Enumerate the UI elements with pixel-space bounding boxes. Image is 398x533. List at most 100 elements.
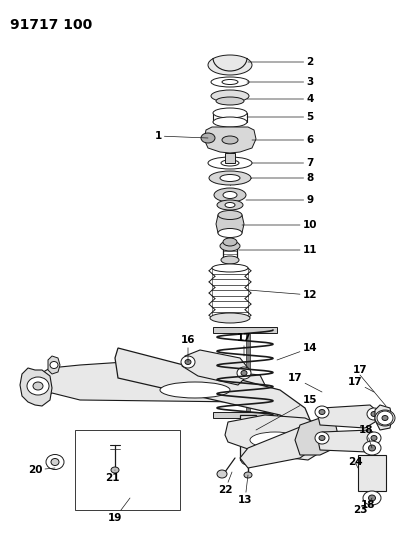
Ellipse shape xyxy=(208,157,252,169)
Text: 19: 19 xyxy=(108,498,130,523)
Ellipse shape xyxy=(241,455,255,465)
Text: 24: 24 xyxy=(348,457,362,468)
Ellipse shape xyxy=(214,188,246,202)
Text: 18: 18 xyxy=(359,425,373,448)
Ellipse shape xyxy=(213,108,247,118)
Polygon shape xyxy=(225,415,332,460)
Ellipse shape xyxy=(210,313,250,323)
Ellipse shape xyxy=(367,408,381,420)
Text: 22: 22 xyxy=(218,472,232,495)
Ellipse shape xyxy=(371,435,377,440)
Polygon shape xyxy=(375,405,392,430)
Ellipse shape xyxy=(319,435,325,440)
Bar xyxy=(75,430,180,510)
Ellipse shape xyxy=(218,229,242,238)
Bar xyxy=(240,415,256,460)
Ellipse shape xyxy=(209,171,251,185)
Text: 1: 1 xyxy=(154,131,208,141)
Ellipse shape xyxy=(363,441,381,455)
Bar xyxy=(358,455,386,491)
Text: 12: 12 xyxy=(248,290,317,300)
Ellipse shape xyxy=(208,55,252,75)
Ellipse shape xyxy=(225,203,235,207)
Ellipse shape xyxy=(211,90,249,102)
Text: 23: 23 xyxy=(353,500,372,515)
Text: 15: 15 xyxy=(256,395,317,430)
Ellipse shape xyxy=(212,264,248,272)
Ellipse shape xyxy=(375,410,395,426)
Ellipse shape xyxy=(221,256,239,264)
Text: 20: 20 xyxy=(28,465,55,475)
Text: 21: 21 xyxy=(105,470,119,483)
Ellipse shape xyxy=(111,467,119,473)
Ellipse shape xyxy=(369,495,375,501)
Ellipse shape xyxy=(315,406,329,418)
Ellipse shape xyxy=(181,356,195,368)
Ellipse shape xyxy=(369,445,375,451)
Text: 10: 10 xyxy=(242,220,317,230)
Text: 17: 17 xyxy=(348,377,374,392)
Text: 5: 5 xyxy=(247,112,314,122)
Polygon shape xyxy=(240,425,320,468)
Ellipse shape xyxy=(218,211,242,220)
Ellipse shape xyxy=(201,133,215,143)
Ellipse shape xyxy=(50,361,58,368)
Ellipse shape xyxy=(216,97,244,105)
Ellipse shape xyxy=(371,411,377,416)
Text: 91717 100: 91717 100 xyxy=(10,18,92,32)
Ellipse shape xyxy=(381,415,389,422)
Polygon shape xyxy=(182,350,248,385)
Text: 2: 2 xyxy=(248,57,314,67)
Bar xyxy=(213,327,277,333)
Ellipse shape xyxy=(185,359,191,365)
Polygon shape xyxy=(216,215,244,233)
Polygon shape xyxy=(318,430,378,452)
Ellipse shape xyxy=(222,136,238,144)
Text: 8: 8 xyxy=(251,173,314,183)
Text: 11: 11 xyxy=(239,245,317,255)
Ellipse shape xyxy=(220,174,240,182)
Polygon shape xyxy=(48,356,60,374)
Text: 17: 17 xyxy=(288,373,322,392)
Polygon shape xyxy=(38,362,265,402)
Text: 9: 9 xyxy=(246,195,314,205)
Bar xyxy=(213,412,277,418)
Ellipse shape xyxy=(363,491,381,505)
Text: 7: 7 xyxy=(252,158,314,168)
Polygon shape xyxy=(204,127,256,153)
Ellipse shape xyxy=(315,432,329,444)
Ellipse shape xyxy=(241,370,247,376)
Polygon shape xyxy=(295,418,338,455)
Text: 14: 14 xyxy=(277,343,317,360)
Text: 17: 17 xyxy=(353,365,367,375)
Ellipse shape xyxy=(213,117,247,127)
Polygon shape xyxy=(115,348,310,430)
Text: 6: 6 xyxy=(252,135,314,145)
Polygon shape xyxy=(20,368,52,406)
Ellipse shape xyxy=(223,238,237,246)
Ellipse shape xyxy=(382,416,388,421)
Ellipse shape xyxy=(244,472,252,478)
Text: 4: 4 xyxy=(247,94,314,104)
Ellipse shape xyxy=(46,455,64,470)
Text: 17: 17 xyxy=(237,333,251,356)
Ellipse shape xyxy=(250,432,300,448)
Ellipse shape xyxy=(217,200,243,210)
Ellipse shape xyxy=(220,241,240,251)
Ellipse shape xyxy=(160,382,230,398)
Ellipse shape xyxy=(221,160,239,166)
Text: 18: 18 xyxy=(361,498,375,510)
Ellipse shape xyxy=(319,409,325,415)
Ellipse shape xyxy=(33,382,43,390)
Ellipse shape xyxy=(211,77,249,87)
Ellipse shape xyxy=(51,458,59,465)
Polygon shape xyxy=(318,405,378,428)
Ellipse shape xyxy=(377,411,393,425)
Ellipse shape xyxy=(27,377,49,395)
Ellipse shape xyxy=(367,432,381,444)
Ellipse shape xyxy=(237,367,251,379)
Text: 13: 13 xyxy=(238,475,252,505)
Text: 3: 3 xyxy=(247,77,314,87)
Text: 16: 16 xyxy=(181,335,195,362)
Ellipse shape xyxy=(223,191,237,198)
